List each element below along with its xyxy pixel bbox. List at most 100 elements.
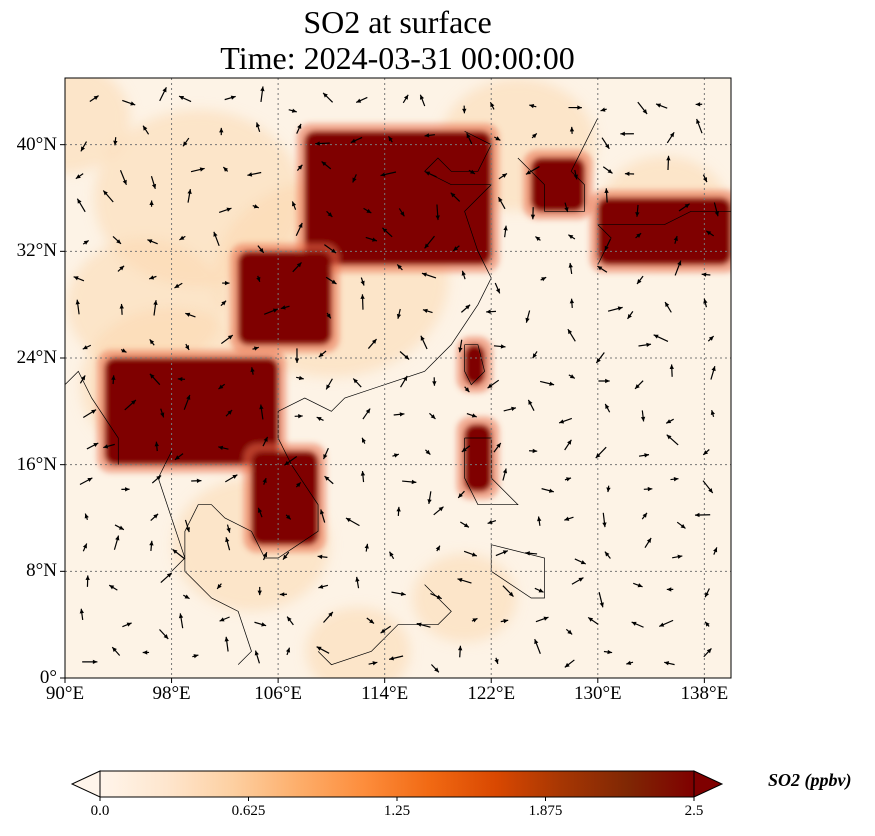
wind-arrowhead [525,551,530,556]
wind-arrowhead [404,354,410,360]
wind-arrowhead [272,308,278,313]
wind-arrowhead [604,188,609,193]
wind-arrowhead [115,535,120,541]
wind-arrowhead [111,375,116,380]
wind-arrowhead [103,444,109,449]
wind-arrowhead [635,384,640,389]
wind-arrowhead [569,126,575,132]
wind-arrowhead [227,335,233,340]
coastline [464,344,485,386]
wind-arrowhead [116,239,122,244]
wind-arrowhead [607,168,613,174]
wind-arrowhead [84,513,89,519]
wind-arrowhead [372,661,378,666]
wind-arrowhead [511,406,516,412]
wind-arrowhead [666,587,672,592]
wind-arrowhead [389,656,395,661]
title-line-1: SO2 at surface [303,4,492,40]
wind-arrowhead [297,164,303,170]
wind-arrowhead [607,649,613,655]
wind-arrowhead [465,304,471,310]
wind-arrowhead [403,94,409,100]
wind-arrowhead [318,584,324,589]
wind-arrowhead [397,264,402,270]
colorbar-extend-min [70,770,101,798]
wind-arrowhead [257,507,263,513]
wind-arrowhead [664,661,670,666]
wind-arrowhead [399,412,405,417]
wind-arrowhead [196,478,202,483]
wind-arrowhead [710,410,715,416]
wind-arrowhead [185,527,190,533]
wind-arrowhead [646,538,652,543]
title-line-2: Time: 2024-03-31 00:00:00 [220,40,575,76]
wind-arrowhead [326,313,331,319]
wind-arrowhead [647,486,653,492]
coastline [65,370,119,465]
colorbar-tick-label: 0.625 [231,803,266,819]
wind-arrowhead [327,212,333,217]
lon-tick-label: 130°E [573,683,622,704]
wind-arrowhead [694,512,700,518]
wind-arrowhead [73,276,79,281]
wind-arrowhead [131,400,136,405]
coastline [517,117,599,212]
wind-arrowhead [369,619,375,624]
wind-arrowhead [466,133,471,139]
wind-arrowhead [227,410,233,415]
wind-arrowhead [600,107,606,112]
colorbar [70,770,724,801]
wind-arrowhead [525,170,531,175]
wind-arrowhead [567,629,573,635]
wind-arrowhead [626,660,632,665]
wind-arrowhead [393,453,399,458]
wind-arrowhead [599,602,604,608]
wind-arrowhead [564,207,569,213]
wind-arrowhead [432,381,437,386]
wind-arrowhead [463,523,469,528]
wind-arrowhead [669,364,674,370]
so2-high-region [464,344,485,385]
wind-arrowhead [366,208,372,213]
lat-tick-label: 40°N [16,133,57,155]
wind-arrowhead [163,634,169,639]
wind-arrowhead [118,525,124,530]
wind-arrowhead [174,283,180,288]
wind-arrowhead [502,173,507,178]
wind-arrowhead [372,237,377,242]
wind-arrowhead [508,591,514,597]
wind-arrowhead [532,448,538,454]
wind-arrowhead [77,198,82,204]
wind-arrowhead [564,662,570,668]
wind-arrowhead [296,262,302,268]
wind-arrowhead [298,375,304,381]
wind-arrowhead [421,272,427,277]
wind-arrowhead [284,460,290,466]
wind-arrowhead [573,174,578,180]
wind-arrowhead [471,413,477,418]
wind-arrowhead [656,103,662,108]
wind-arrowhead [279,592,285,597]
wind-arrowhead [361,437,366,443]
wind-arrowhead [669,132,675,138]
wind-arrowhead [286,514,291,520]
wind-arrowhead [605,378,610,384]
wind-arrowhead [502,550,508,555]
wind-arrowhead [642,109,648,114]
wind-arrowhead [713,547,718,553]
wind-arrowhead [559,419,565,424]
wind-arrowhead [380,628,386,634]
wind-arrowhead [298,413,303,419]
wind-arrowhead [355,576,360,582]
wind-arrowhead [321,161,327,167]
wind-arrowhead [568,234,574,240]
wind-arrowhead [280,305,286,310]
wind-arrowhead [498,197,503,203]
wind-arrowhead [400,591,406,597]
wind-arrowhead [424,133,430,138]
wind-arrowhead [640,416,646,422]
wind-arrowhead [703,298,708,304]
wind-arrowhead [122,179,127,185]
lat-tick-label: 16°N [16,453,57,475]
wind-arrowhead [666,434,672,440]
